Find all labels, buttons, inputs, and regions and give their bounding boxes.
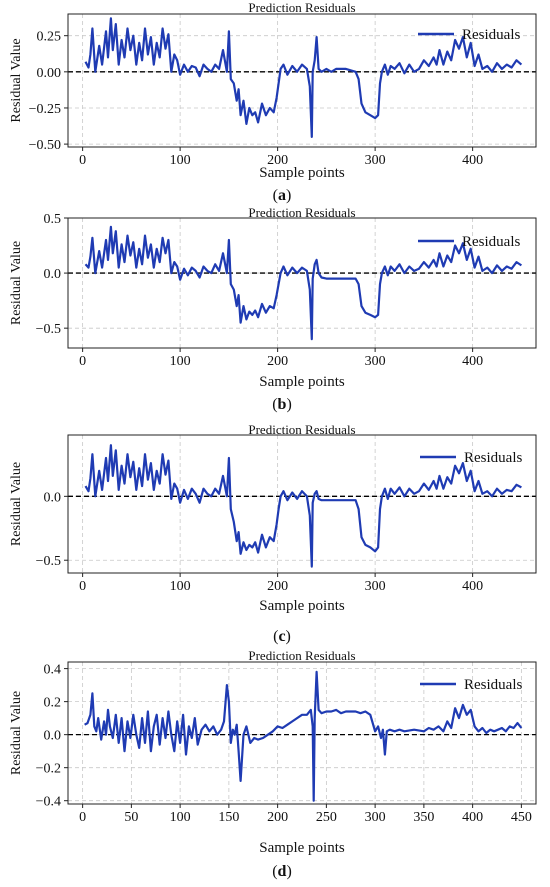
caption-open-paren: (	[272, 396, 277, 413]
caption-letter: c	[278, 628, 285, 645]
y-tick-label: −0.5	[36, 322, 61, 337]
x-tick-label: 100	[170, 354, 191, 369]
caption-open-paren: (	[273, 187, 278, 204]
plot-frame	[67, 13, 537, 148]
panel-caption: (c)	[273, 628, 291, 645]
series-line-residuals	[84, 670, 523, 802]
x-tick-label: 450	[511, 810, 532, 825]
y-tick-label: 0.4	[44, 663, 62, 678]
x-tick-label: 0	[79, 153, 86, 168]
legend-label: Residuals	[464, 450, 522, 466]
y-tick-label: 0.2	[44, 696, 62, 711]
panel-caption: (b)	[272, 396, 292, 413]
x-axis-label: Sample points	[259, 840, 345, 856]
x-tick-label: 0	[79, 354, 86, 369]
panel-c: 0 100 200 300 400 −0.5 0.0 Prediction Residuals…	[9, 422, 537, 645]
y-axis-label: Residual Value	[9, 691, 24, 775]
x-tick-label: 400	[462, 354, 483, 369]
x-axis-label: Sample points	[259, 374, 345, 390]
panel-caption: (d)	[272, 863, 292, 880]
x-tick-label: 400	[462, 153, 483, 168]
caption-open-paren: (	[273, 628, 278, 645]
legend: Residuals	[420, 677, 522, 693]
legend-label: Residuals	[464, 677, 522, 693]
legend: Residuals	[418, 234, 520, 250]
caption-close-paren: )	[286, 863, 291, 880]
x-tick-label: 400	[462, 579, 483, 594]
y-tick-label: −0.4	[36, 795, 61, 810]
y-tick-label: −0.25	[29, 102, 61, 117]
y-tick-label: 0.00	[37, 66, 62, 81]
x-tick-label: 100	[170, 153, 191, 168]
y-axis-label: Residual Value	[9, 462, 24, 546]
y-tick-label: 0.0	[44, 490, 62, 505]
legend: Residuals	[420, 450, 522, 466]
chart-title: Prediction Residuals	[248, 205, 355, 220]
x-tick-label: 100	[170, 579, 191, 594]
panel-caption: (a)	[273, 187, 292, 204]
panel-d: 0 50 100 150 200 250 300 350 400 450 −0.4 −0.2 0.0 0.…	[9, 648, 537, 880]
x-tick-label: 100	[170, 810, 191, 825]
x-tick-label: 200	[267, 810, 288, 825]
x-tick-label: 350	[413, 810, 434, 825]
y-axis-label: Residual Value	[9, 38, 24, 122]
x-axis-label: Sample points	[259, 598, 345, 614]
y-tick-label: −0.2	[36, 762, 61, 777]
caption-letter: b	[278, 396, 287, 413]
x-tick-label: 400	[462, 810, 483, 825]
x-tick-label: 50	[124, 810, 138, 825]
y-tick-label: 0.5	[44, 212, 62, 227]
y-tick-label: 0.0	[44, 729, 62, 744]
x-tick-label: 150	[218, 810, 239, 825]
caption-letter: d	[278, 863, 287, 880]
x-tick-label: 0	[79, 579, 86, 594]
series-line-residuals	[84, 444, 522, 568]
caption-letter: a	[278, 187, 286, 204]
y-tick-label: −0.50	[29, 138, 61, 153]
panel-a: 0 100 200 300 400 −0.50 −0.25 0.00 0.25 Predictio…	[9, 0, 537, 204]
plot-frame	[67, 434, 537, 574]
y-tick-label: −0.5	[36, 554, 61, 569]
x-tick-label: 300	[365, 810, 386, 825]
x-tick-label: 200	[267, 354, 288, 369]
series-line-residuals	[84, 225, 523, 341]
plot-frame	[67, 217, 537, 349]
x-tick-label: 200	[267, 153, 288, 168]
caption-close-paren: )	[286, 628, 291, 645]
x-tick-label: 250	[316, 810, 337, 825]
x-tick-label: 200	[267, 579, 288, 594]
caption-close-paren: )	[286, 187, 291, 204]
caption-open-paren: (	[272, 863, 277, 880]
legend-label: Residuals	[462, 234, 520, 250]
y-tick-label: 0.25	[37, 30, 62, 45]
series-line-residuals	[84, 17, 523, 138]
x-tick-label: 300	[365, 354, 386, 369]
plot-frame	[67, 661, 537, 805]
y-axis-label: Residual Value	[9, 241, 24, 325]
x-tick-label: 300	[365, 579, 386, 594]
caption-close-paren: )	[286, 396, 291, 413]
chart-title: Prediction Residuals	[248, 648, 355, 663]
legend: Residuals	[418, 27, 520, 43]
legend-label: Residuals	[462, 27, 520, 43]
x-axis-label: Sample points	[259, 165, 345, 181]
chart-title: Prediction Residuals	[248, 0, 355, 15]
y-tick-label: 0.0	[44, 267, 62, 282]
x-tick-label: 0	[79, 810, 86, 825]
x-tick-label: 300	[365, 153, 386, 168]
chart-title: Prediction Residuals	[248, 422, 355, 437]
panel-b: 0 100 200 300 400 −0.5 0.0 0.5 Prediction Residu…	[9, 205, 537, 413]
